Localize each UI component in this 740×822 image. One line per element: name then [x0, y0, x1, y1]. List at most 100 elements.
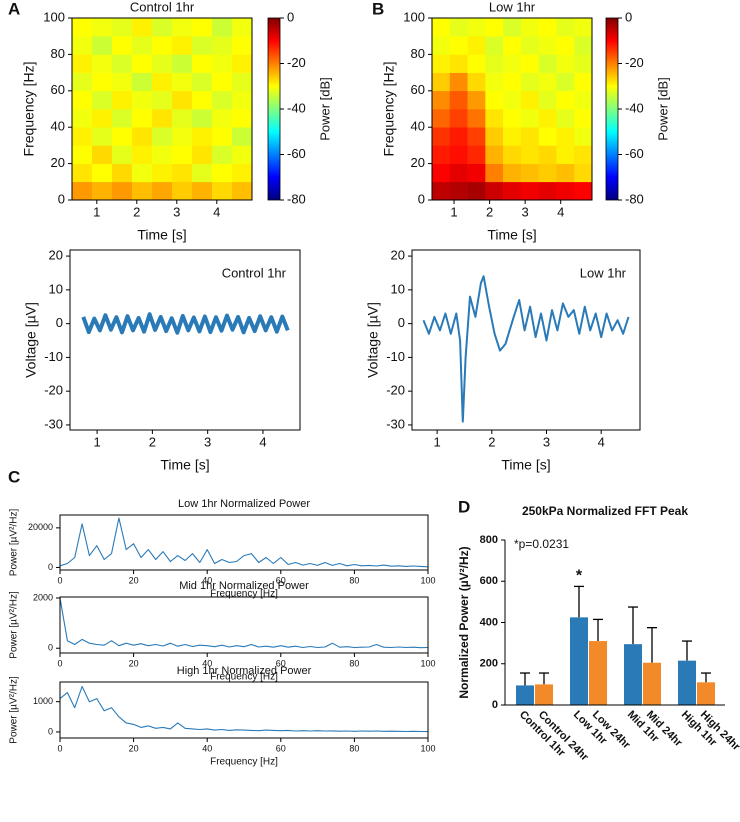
- x-tick-label: 40: [202, 743, 212, 753]
- heatmap-cell: [449, 54, 468, 73]
- bar: [697, 682, 715, 705]
- heatmap-cell: [432, 127, 451, 146]
- heatmap-cell: [538, 163, 557, 183]
- heatmap-cell: [92, 72, 113, 92]
- chart-title: 250kPa Normalized FFT Peak: [522, 504, 688, 518]
- x-tick-label: 1: [93, 434, 100, 449]
- y-tick-label: -20: [386, 383, 405, 398]
- y-tick-label: 100: [403, 9, 425, 24]
- y-tick-label: 0: [58, 191, 65, 206]
- heatmap-cell: [112, 127, 133, 146]
- heatmap-cell: [72, 145, 93, 164]
- heatmap-cell: [112, 54, 133, 73]
- heatmap-cell: [520, 54, 539, 73]
- heatmap-cell: [449, 181, 468, 201]
- x-tick-label: 60: [276, 575, 286, 585]
- heatmap-cell: [556, 54, 575, 73]
- heatmap-cell: [192, 163, 213, 183]
- heatmap-cell: [172, 163, 193, 183]
- x-tick-label: 2: [133, 204, 140, 219]
- heatmap-cell: [152, 90, 173, 110]
- x-axis-label: Time [s]: [160, 457, 209, 473]
- y-tick-label: 20: [391, 248, 405, 263]
- y-axis-label: Power [µV²/Hz]: [9, 509, 20, 577]
- y-tick-label: 80: [411, 46, 425, 61]
- heatmap-cell: [112, 181, 133, 201]
- y-axis-label: Power [µV²/Hz]: [9, 676, 20, 744]
- annotation: *p=0.0231: [514, 537, 569, 551]
- heatmap-cell: [449, 36, 468, 55]
- heatmap-cell: [574, 36, 593, 55]
- heatmap-cell: [432, 54, 451, 73]
- heatmap-cell: [212, 145, 233, 164]
- heatmap-cell: [172, 72, 193, 92]
- y-tick-label: 600: [480, 575, 498, 587]
- heatmap-cell: [449, 127, 468, 146]
- heatmap-cell: [503, 163, 522, 183]
- y-tick-label: 0: [56, 315, 63, 330]
- heatmap-cell: [152, 18, 173, 37]
- chart-title: Low 1hr Normalized Power: [178, 498, 310, 510]
- heatmap-cell: [520, 109, 539, 128]
- heatmap-cell: [112, 90, 133, 110]
- heatmap-cell: [172, 109, 193, 128]
- heatmap-cell: [232, 127, 253, 146]
- heatmap-cell: [72, 90, 93, 110]
- plot-frame: [411, 249, 641, 431]
- data-line: [422, 275, 630, 423]
- heatmap-cell: [212, 72, 233, 92]
- y-tick-label: -30: [44, 416, 63, 431]
- heatmap-cell: [520, 181, 539, 201]
- heatmap-cell: [92, 163, 113, 183]
- chart-title: Mid 1hr Normalized Power: [179, 580, 309, 592]
- heatmap-cell: [192, 90, 213, 110]
- y-tick-label: 800: [480, 534, 498, 546]
- heatmap-cell: [485, 54, 504, 73]
- heatmap-cell: [132, 127, 153, 146]
- heatmap-cell: [574, 145, 593, 164]
- heatmap-cell: [152, 163, 173, 183]
- x-tick-label: 1: [450, 204, 457, 219]
- heatmap-cell: [432, 181, 451, 201]
- heatmap-cell: [172, 90, 193, 110]
- heatmap-cell: [467, 109, 486, 128]
- y-tick-label: 400: [480, 616, 498, 628]
- colorbar-tick-label: -40: [287, 100, 306, 115]
- heatmap-cell: [574, 72, 593, 92]
- plot-frame: [59, 681, 429, 739]
- heatmap-cell: [467, 72, 486, 92]
- heatmap-cell: [172, 36, 193, 55]
- heatmap-cell: [232, 181, 253, 201]
- heatmap-cell: [92, 181, 113, 201]
- x-tick-label: 60: [276, 658, 286, 668]
- heatmap-cell: [574, 90, 593, 110]
- heatmap-cell: [152, 36, 173, 55]
- y-tick-label: 20: [411, 155, 425, 170]
- y-axis-label: Voltage [µV]: [365, 302, 381, 378]
- heatmap-cell: [72, 127, 93, 146]
- bar: [535, 684, 553, 705]
- panel-label: D: [458, 497, 470, 516]
- y-tick-label: -10: [386, 349, 405, 364]
- heatmap-cell: [172, 181, 193, 201]
- x-tick-label: 100: [420, 743, 435, 753]
- bar: [589, 641, 607, 705]
- heatmap-cell: [485, 163, 504, 183]
- heatmap-cell: [212, 54, 233, 73]
- heatmap-cell: [92, 109, 113, 128]
- x-tick-label: 80: [349, 743, 359, 753]
- heatmap-cell: [556, 163, 575, 183]
- colorbar-tick-label: -80: [625, 191, 644, 206]
- y-tick-label: 100: [43, 9, 65, 24]
- chart-title: Control 1hr: [130, 0, 195, 14]
- colorbar-label: Power [dB]: [655, 77, 670, 141]
- heatmap-cell: [432, 163, 451, 183]
- y-axis-label: Frequency [Hz]: [21, 62, 37, 157]
- heatmap-cell: [212, 90, 233, 110]
- heatmap-cell: [556, 72, 575, 92]
- x-tick-label: 2: [488, 434, 495, 449]
- heatmap-cell: [92, 90, 113, 110]
- heatmap-cell: [467, 163, 486, 183]
- heatmap-cell: [449, 163, 468, 183]
- heatmap-cell: [520, 18, 539, 37]
